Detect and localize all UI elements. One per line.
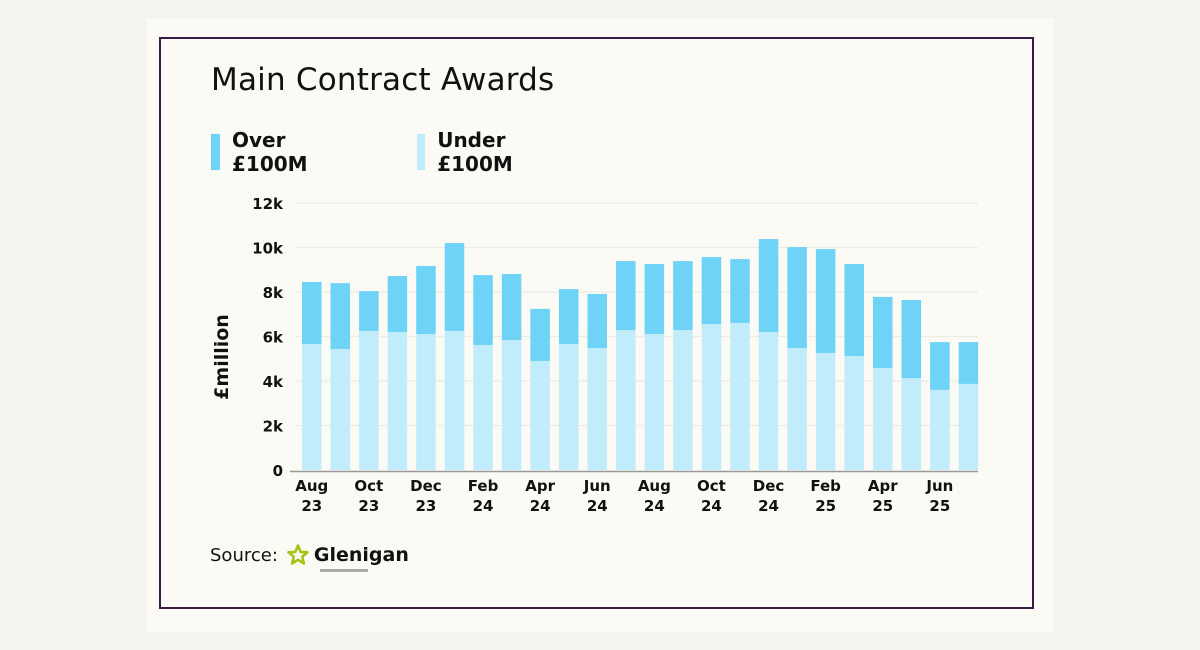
chart-title: Main Contract Awards xyxy=(211,62,555,98)
bar-over xyxy=(673,261,693,331)
bar-under xyxy=(444,330,465,470)
bar-under xyxy=(673,330,693,470)
x-tick-label: Aug xyxy=(295,477,328,495)
bar-over xyxy=(758,239,779,333)
bar-over xyxy=(530,308,550,361)
bar-over xyxy=(901,300,922,379)
bar-over xyxy=(359,291,379,331)
x-tick-label: Apr xyxy=(525,477,555,495)
bar-over xyxy=(416,265,436,335)
bar-over xyxy=(616,261,636,331)
bar-over xyxy=(815,249,836,353)
x-tick-label: Aug xyxy=(638,477,671,495)
bar-under xyxy=(701,324,722,470)
bar-under xyxy=(644,334,665,470)
y-tick-label: 2k xyxy=(263,418,284,436)
x-tick-label: 24 xyxy=(530,497,551,515)
x-tick-label: 24 xyxy=(758,497,779,515)
bar-over xyxy=(558,289,579,345)
bar-under xyxy=(815,352,836,470)
legend-item-over: Over £100M xyxy=(211,128,314,176)
bar-over xyxy=(501,273,522,341)
bar-under xyxy=(558,344,579,470)
brand-tagline xyxy=(320,569,368,572)
bar-over xyxy=(958,342,979,384)
bar-under xyxy=(873,368,893,470)
source-brand: Glenigan xyxy=(313,544,409,566)
x-tick-label: 24 xyxy=(587,497,608,515)
y-tick-label: 10k xyxy=(252,240,284,258)
bar-under xyxy=(359,330,379,470)
bar-under xyxy=(416,334,436,470)
bar-over xyxy=(587,294,607,349)
x-tick-label: 24 xyxy=(701,497,722,515)
bar-over xyxy=(330,283,351,349)
x-tick-label: Feb xyxy=(468,477,499,495)
bar-under xyxy=(930,389,950,470)
bar-over xyxy=(302,281,322,345)
source-prefix: Source: xyxy=(210,544,278,566)
x-tick-label: 25 xyxy=(929,497,950,515)
x-tick-label: Apr xyxy=(868,477,898,495)
bar-over xyxy=(787,247,807,349)
bar-over xyxy=(387,275,408,333)
x-tick-label: Oct xyxy=(697,477,726,495)
bar-under xyxy=(844,356,864,470)
chart-frame xyxy=(159,37,1034,609)
y-tick-label: 12k xyxy=(252,195,284,213)
legend-label-under: Under £100M xyxy=(437,128,513,176)
y-tick-label: 6k xyxy=(263,329,284,347)
x-tick-label: 23 xyxy=(358,497,379,515)
y-tick-label: 4k xyxy=(263,373,284,391)
x-tick-label: 23 xyxy=(416,497,437,515)
x-tick-label: 24 xyxy=(644,497,665,515)
bar-under xyxy=(501,340,522,470)
star-icon xyxy=(287,544,309,565)
x-tick-label: 23 xyxy=(301,497,322,515)
x-tick-label: Oct xyxy=(354,477,383,495)
bar-under xyxy=(787,348,807,470)
x-tick-label: Jun xyxy=(583,477,611,495)
bar-over xyxy=(930,342,950,390)
bar-under xyxy=(473,344,493,470)
source-line: Source: Glenigan xyxy=(210,543,409,567)
bar-under xyxy=(730,322,750,470)
x-tick-label: 24 xyxy=(473,497,494,515)
x-tick-label: Jun xyxy=(925,477,953,495)
bar-under xyxy=(587,348,607,470)
bar-under xyxy=(901,378,922,470)
bar-under xyxy=(958,383,979,470)
bar-under xyxy=(530,360,550,470)
legend-label-over: Over £100M xyxy=(232,128,308,176)
bar-under xyxy=(758,332,779,470)
legend-item-under: Under £100M xyxy=(417,128,520,176)
bar-over xyxy=(701,257,722,325)
bar-over xyxy=(644,263,665,335)
bar-under xyxy=(616,330,636,470)
bar-under xyxy=(330,348,351,470)
bar-over xyxy=(473,275,493,345)
x-tick-label: Dec xyxy=(410,477,442,495)
x-tick-label: 25 xyxy=(815,497,836,515)
x-tick-label: Dec xyxy=(753,477,785,495)
bar-under xyxy=(387,332,408,470)
bar-under xyxy=(302,344,322,470)
y-tick-label: 8k xyxy=(263,284,284,302)
bar-over xyxy=(444,243,465,331)
x-tick-label: Feb xyxy=(810,477,841,495)
bar-over xyxy=(844,263,864,357)
legend-swatch-over xyxy=(211,134,220,170)
bar-over xyxy=(730,259,750,323)
legend-swatch-under xyxy=(417,134,426,170)
y-tick-label: 0 xyxy=(273,462,283,480)
bar-over xyxy=(873,296,893,369)
x-tick-label: 25 xyxy=(872,497,893,515)
